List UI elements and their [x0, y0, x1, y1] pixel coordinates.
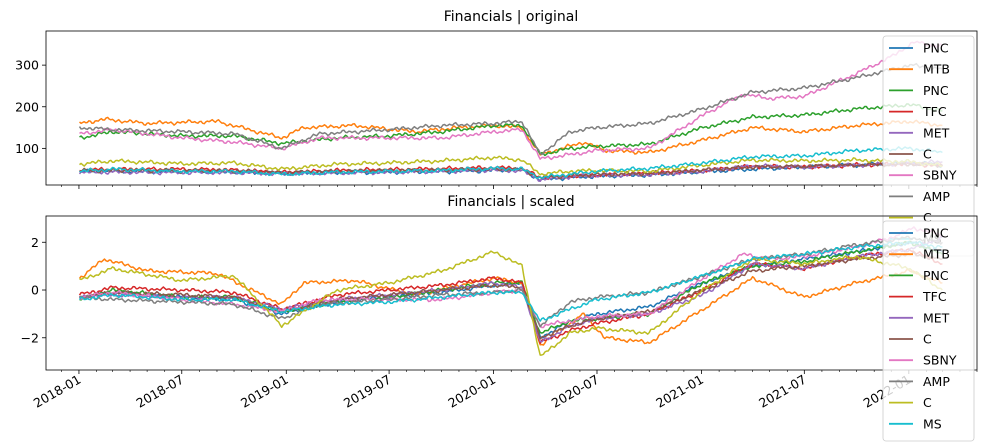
chart-title: Financials | original	[444, 9, 579, 25]
legend: PNC MTB PNC TFC MET C SBNY AMP C MS	[882, 220, 975, 442]
legend-label: MET	[923, 310, 950, 325]
x-tick-label: 2018-01	[31, 372, 84, 411]
series-line	[78, 258, 943, 346]
legend-label: TFC	[922, 289, 947, 304]
chart-title: Financials | scaled	[447, 194, 574, 210]
series-group	[78, 226, 943, 356]
legend-label: AMP	[923, 189, 950, 204]
original-panel: 100200300PNCMTBPNCTFCMETCSBNYAMPCMSFinan…	[15, 9, 978, 257]
series-line	[78, 62, 943, 156]
y-tick-label: 300	[15, 58, 39, 73]
legend-label: PNC	[923, 268, 949, 283]
legend-label: MS	[923, 416, 942, 431]
legend-label: PNC	[923, 41, 949, 56]
x-tick-label: 2020-01	[445, 372, 498, 411]
plot-frame	[45, 30, 978, 186]
legend-label: SBNY	[923, 168, 957, 183]
y-tick-label: 100	[15, 141, 39, 156]
legend-label: MTB	[923, 62, 950, 77]
x-tick-label: 2019-07	[341, 372, 394, 411]
legend-label: TFC	[922, 104, 947, 119]
x-tick-label: 2018-07	[134, 372, 187, 411]
series-line	[79, 155, 943, 177]
legend-label: C	[923, 210, 932, 225]
series-line	[78, 240, 943, 322]
scaled-panel: −2 0 2 2018-01 2018-07 2019-01 2019-07 2020-01 2…	[21, 194, 978, 442]
legend-label: AMP	[923, 374, 950, 389]
series-line	[79, 251, 943, 340]
series-line	[79, 250, 943, 356]
series-line	[78, 248, 943, 345]
series-group	[78, 40, 944, 183]
legend-label: MTB	[923, 247, 950, 262]
y-tick-label: 2	[31, 235, 39, 250]
legend-label: MET	[923, 125, 950, 140]
legend-label: SBNY	[923, 353, 957, 368]
legend-label: PNC	[923, 226, 949, 241]
series-line	[79, 40, 944, 161]
series-line	[78, 226, 943, 329]
series-line	[79, 116, 943, 156]
legend-label: C	[923, 395, 932, 410]
y-tick-label: 0	[31, 283, 39, 298]
legend-label: C	[923, 147, 932, 162]
series-line	[79, 146, 943, 180]
x-tick-label: 2021-07	[756, 372, 809, 411]
y-tick-label: −2	[21, 330, 39, 345]
legend-label: C	[923, 332, 932, 347]
x-tick-label: 2019-01	[238, 372, 291, 411]
x-tick-label: 2020-07	[549, 372, 602, 411]
x-tick-label: 2021-01	[653, 372, 706, 411]
y-tick-label: 200	[15, 99, 39, 114]
legend-label: PNC	[923, 83, 949, 98]
